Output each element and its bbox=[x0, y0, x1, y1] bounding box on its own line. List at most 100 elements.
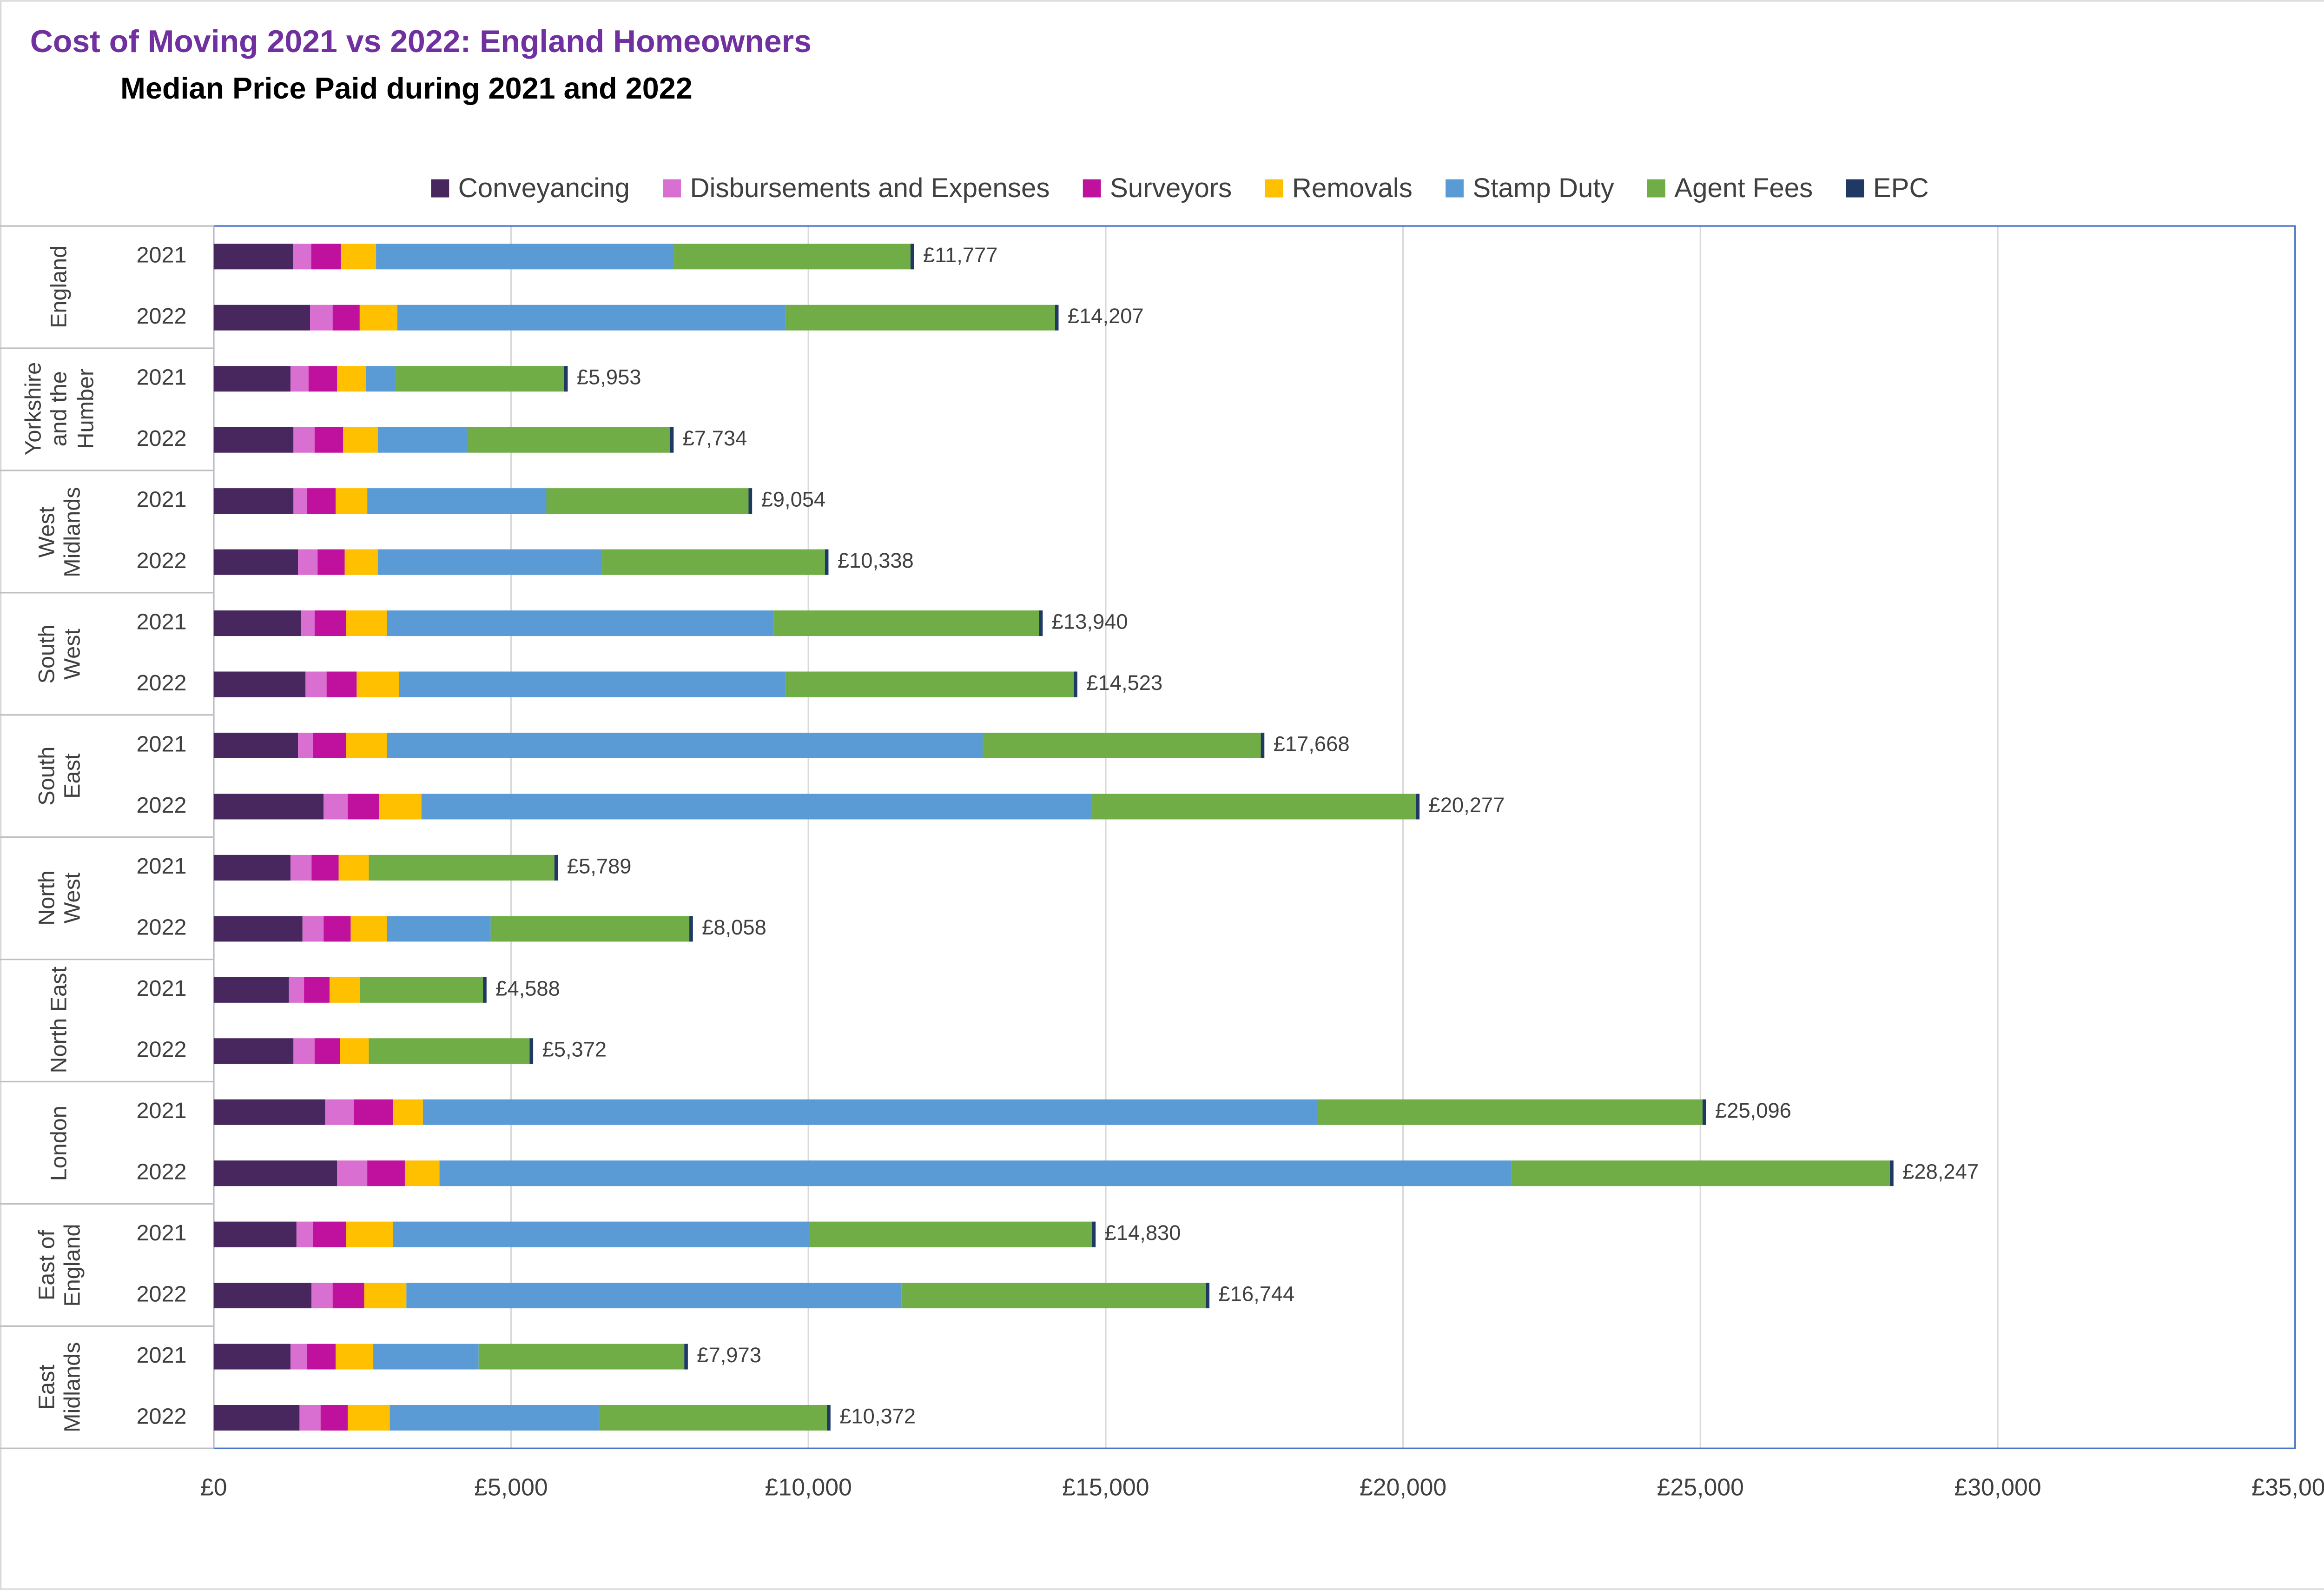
bar-segment bbox=[367, 488, 547, 514]
legend-item: Conveyancing bbox=[431, 173, 630, 203]
bar-segment bbox=[314, 610, 346, 636]
total-label: £17,668 bbox=[1274, 732, 1350, 755]
bar-segment bbox=[314, 1038, 340, 1064]
legend-label: EPC bbox=[1873, 173, 1929, 203]
bar-segment bbox=[439, 1160, 1512, 1186]
bar-segment bbox=[684, 1344, 688, 1370]
total-label: £5,789 bbox=[567, 854, 632, 878]
bar-segment bbox=[213, 1283, 312, 1309]
y-tick-label: 2021 bbox=[136, 1343, 186, 1368]
bar-segment bbox=[393, 1099, 423, 1125]
bar-segment bbox=[365, 366, 396, 392]
bar-segment bbox=[483, 977, 487, 1003]
group-label-box: East of England bbox=[34, 1224, 86, 1306]
bar-segment bbox=[348, 1404, 390, 1431]
legend-label: Surveyors bbox=[1110, 173, 1232, 203]
group-label-box: North East bbox=[47, 967, 73, 1073]
bar-segment bbox=[367, 1160, 405, 1186]
total-label: £9,054 bbox=[761, 488, 826, 511]
bar-segment bbox=[344, 549, 378, 575]
bar-segment bbox=[308, 366, 337, 392]
total-label: £11,777 bbox=[923, 243, 998, 267]
bar-segment bbox=[357, 671, 399, 697]
legend-swatch bbox=[1083, 179, 1101, 198]
bar-segment bbox=[307, 488, 336, 514]
group-label: London bbox=[47, 1105, 73, 1180]
bar-segment bbox=[213, 1038, 294, 1064]
bar-segment bbox=[293, 1038, 315, 1064]
bar-segment bbox=[910, 244, 914, 270]
x-tick-label: £10,000 bbox=[765, 1473, 852, 1500]
total-label: £10,372 bbox=[839, 1404, 916, 1428]
total-label: £10,338 bbox=[838, 549, 914, 572]
bar-segment bbox=[421, 794, 1091, 820]
bar-segment bbox=[310, 305, 333, 331]
bar-segment bbox=[377, 427, 468, 453]
legend-item: EPC bbox=[1846, 173, 1929, 203]
legend-item: Removals bbox=[1265, 173, 1413, 203]
bar-segment bbox=[478, 1344, 685, 1370]
bar-segment bbox=[313, 1221, 346, 1247]
bar-segment bbox=[529, 1038, 534, 1064]
y-tick-label: 2021 bbox=[136, 243, 186, 268]
bar-segment bbox=[423, 1099, 1317, 1125]
bar-segment bbox=[390, 1404, 599, 1431]
bar-segment bbox=[338, 855, 369, 881]
bar-segment bbox=[311, 244, 341, 270]
x-tick-label: £0 bbox=[200, 1473, 227, 1500]
legend-item: Surveyors bbox=[1083, 173, 1232, 203]
legend-label: Disbursements and Expenses bbox=[690, 173, 1050, 203]
group-label-box: North West bbox=[34, 870, 86, 926]
bar-segment bbox=[336, 1344, 374, 1370]
legend-label: Removals bbox=[1292, 173, 1413, 203]
group-label-box: London bbox=[47, 1105, 73, 1180]
bar-segment bbox=[599, 1404, 827, 1431]
bar-segment bbox=[387, 916, 491, 942]
bar-segment bbox=[305, 671, 327, 697]
bar-segment bbox=[336, 488, 368, 514]
bar-segment bbox=[311, 1283, 333, 1309]
group-label: England bbox=[47, 245, 73, 329]
x-tick-label: £25,000 bbox=[1657, 1473, 1744, 1500]
y-tick-label: 2022 bbox=[136, 1404, 186, 1429]
y-tick-label: 2022 bbox=[136, 915, 186, 940]
total-label: £25,096 bbox=[1715, 1099, 1791, 1122]
group-label-box: England bbox=[47, 245, 73, 329]
bar-segment bbox=[674, 244, 911, 270]
legend-item: Disbursements and Expenses bbox=[663, 173, 1050, 203]
bar-segment bbox=[213, 610, 301, 636]
x-tick-label: £15,000 bbox=[1062, 1473, 1149, 1500]
legend-swatch bbox=[1446, 179, 1464, 198]
bar-segment bbox=[546, 488, 749, 514]
bar-segment bbox=[341, 244, 376, 270]
bar-segment bbox=[602, 549, 825, 575]
y-tick-label: 2021 bbox=[136, 731, 186, 756]
bar-segment bbox=[213, 1404, 300, 1431]
legend-label: Stamp Duty bbox=[1472, 173, 1614, 203]
x-tick-label: £5,000 bbox=[474, 1473, 548, 1500]
bar-segment bbox=[213, 427, 294, 453]
bar-segment bbox=[213, 305, 310, 331]
bar-segment bbox=[376, 244, 674, 270]
legend-item: Agent Fees bbox=[1647, 173, 1813, 203]
bar-segment bbox=[670, 427, 674, 453]
bar-segment bbox=[554, 855, 558, 881]
bar-segment bbox=[289, 977, 304, 1003]
legend-swatch bbox=[663, 179, 681, 198]
bar-segment bbox=[1702, 1099, 1706, 1125]
bar-segment bbox=[213, 855, 290, 881]
bar-segment bbox=[337, 366, 366, 392]
total-label: £8,058 bbox=[702, 915, 766, 939]
total-label: £5,953 bbox=[577, 365, 641, 389]
group-label: North West bbox=[34, 870, 86, 926]
group-label: East Midlands bbox=[34, 1342, 86, 1432]
legend-label: Agent Fees bbox=[1674, 173, 1813, 203]
bar-segment bbox=[901, 1283, 1206, 1309]
bar-segment bbox=[369, 855, 555, 881]
y-tick-label: 2021 bbox=[136, 487, 186, 512]
bar-segment bbox=[364, 1283, 407, 1309]
total-label: £14,830 bbox=[1105, 1221, 1181, 1245]
bar-segment bbox=[353, 1099, 393, 1125]
bar-segment bbox=[290, 366, 309, 392]
y-tick-label: 2022 bbox=[136, 426, 186, 451]
